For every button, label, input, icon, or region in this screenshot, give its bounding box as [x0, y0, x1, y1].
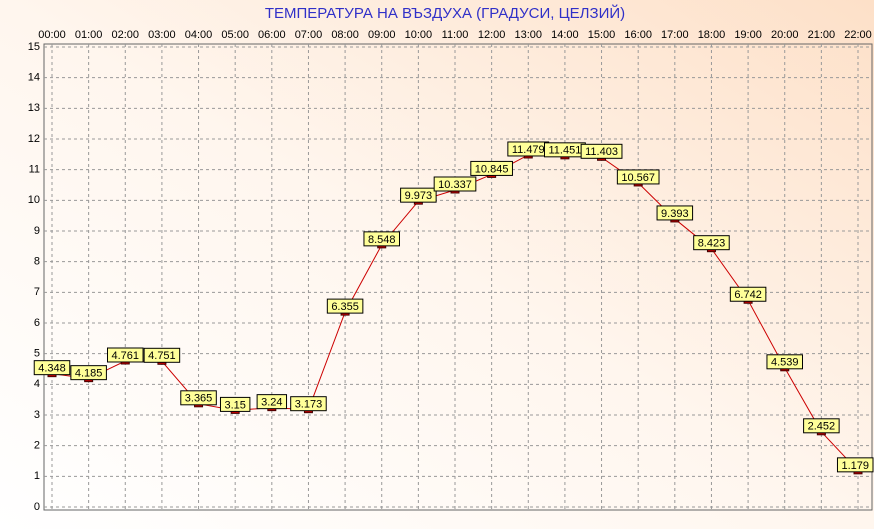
data-label-box	[33, 360, 71, 376]
x-tick-label: 00:00	[38, 29, 66, 41]
data-label-box	[180, 390, 217, 406]
data-label-box	[143, 347, 181, 363]
x-tick-label: 09:00	[368, 29, 396, 41]
data-label-box	[693, 235, 730, 251]
x-tick-label: 01:00	[75, 29, 103, 41]
y-tick-label: 15	[28, 41, 40, 53]
x-tick-label: 06:00	[258, 29, 286, 41]
y-tick-label: 8	[34, 256, 40, 268]
data-label-box	[616, 169, 660, 185]
x-tick-label: 15:00	[588, 29, 616, 41]
data-label-box	[580, 143, 623, 159]
data-label: 4.751	[148, 350, 176, 362]
data-label: 10.567	[621, 172, 655, 184]
data-label-box	[256, 394, 288, 410]
data-label-box	[470, 160, 513, 176]
y-tick-label: 10	[28, 194, 40, 206]
data-label-box	[363, 231, 400, 247]
plot-frame	[43, 43, 873, 511]
y-tick-label: 0	[34, 501, 40, 513]
data-label: 10.845	[475, 163, 509, 175]
data-label-box	[107, 347, 144, 363]
y-tick-label: 11	[29, 164, 40, 176]
y-tick-label: 7	[34, 286, 40, 298]
data-label: 10.337	[438, 179, 472, 191]
data-label: 11.403	[585, 146, 618, 158]
data-label-box	[326, 298, 364, 314]
x-tick-label: 21:00	[808, 29, 836, 41]
y-tick-label: 4	[34, 378, 40, 390]
data-label: 1.179	[841, 460, 869, 472]
data-label-box	[766, 354, 803, 370]
data-label: 3.365	[185, 393, 213, 405]
x-tick-label: 22:00	[844, 29, 872, 41]
x-tick-label: 13:00	[515, 29, 543, 41]
x-tick-label: 03:00	[148, 29, 176, 41]
y-tick-label: 2	[34, 440, 40, 452]
x-tick-label: 11:00	[442, 29, 469, 41]
data-label: 4.761	[112, 350, 140, 362]
data-label: 6.742	[734, 289, 762, 301]
x-tick-label: 16:00	[624, 29, 652, 41]
y-tick-label: 14	[28, 72, 40, 84]
x-tick-label: 17:00	[661, 29, 689, 41]
data-label: 8.423	[698, 238, 726, 250]
y-tick-label: 13	[28, 102, 40, 114]
data-label-box	[290, 396, 327, 412]
x-tick-label: 14:00	[551, 29, 579, 41]
data-label: 8.548	[368, 234, 396, 246]
data-label-box	[433, 176, 477, 192]
data-label-box	[729, 286, 767, 302]
data-label-box	[400, 187, 437, 203]
data-label: 11.451	[548, 145, 581, 157]
data-label: 9.393	[661, 208, 689, 220]
x-tick-label: 04:00	[185, 29, 213, 41]
data-label: 3.24	[261, 397, 282, 409]
data-label: 2.452	[808, 421, 836, 433]
data-label-box	[836, 457, 874, 473]
x-tick-label: 10:00	[405, 29, 433, 41]
data-label: 3.15	[224, 399, 245, 411]
chart-title: ТЕМПЕРАТУРА НА ВЪЗДУХА (ГРАДУСИ, ЦЕЛЗИЙ)	[265, 4, 625, 22]
data-label: 4.539	[771, 357, 799, 369]
y-tick-label: 5	[34, 348, 40, 360]
x-tick-label: 20:00	[771, 29, 799, 41]
data-label-box	[656, 205, 694, 221]
x-tick-label: 12:00	[478, 29, 506, 41]
y-tick-label: 1	[34, 470, 40, 482]
data-label: 4.348	[38, 363, 66, 375]
x-tick-label: 18:00	[698, 29, 726, 41]
x-tick-label: 05:00	[221, 29, 249, 41]
x-tick-label: 19:00	[734, 29, 762, 41]
data-label-box	[803, 418, 840, 434]
data-label: 11.479	[512, 144, 545, 156]
data-label: 9.973	[405, 190, 433, 202]
data-label: 6.355	[331, 301, 359, 313]
x-tick-label: 02:00	[112, 29, 140, 41]
y-tick-label: 6	[34, 317, 40, 329]
x-tick-label: 07:00	[295, 29, 323, 41]
y-tick-label: 12	[28, 133, 40, 145]
data-label: 4.185	[75, 368, 103, 380]
x-tick-label: 08:00	[331, 29, 359, 41]
data-label-box	[70, 365, 107, 381]
y-tick-label: 9	[34, 225, 40, 237]
data-label: 3.173	[295, 399, 323, 411]
data-label-box	[219, 396, 251, 412]
y-tick-label: 3	[34, 409, 40, 421]
